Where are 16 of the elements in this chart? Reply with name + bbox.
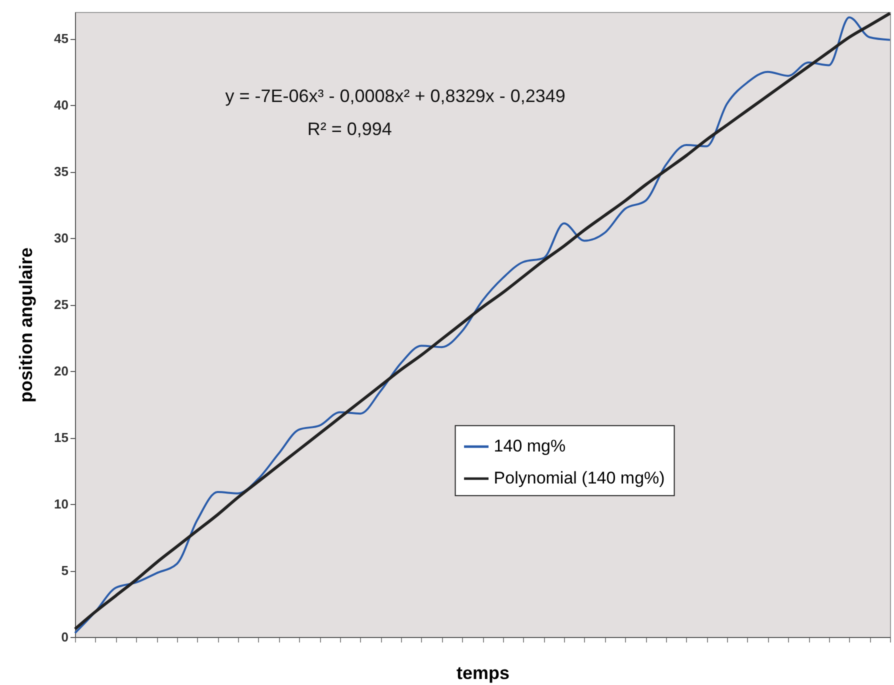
annotation: R² = 0,994	[307, 119, 392, 139]
y-tick-label: 10	[54, 496, 68, 512]
y-tick-label: 20	[54, 364, 68, 379]
annotation: y = -7E-06x³ - 0,0008x² + 0,8329x - 0,2349	[225, 86, 566, 106]
y-tick-label: 40	[54, 98, 68, 113]
y-tick-label: 30	[54, 230, 68, 246]
legend-label: 140 mg%	[494, 436, 566, 456]
y-axis-title: position angulaire	[16, 247, 36, 403]
x-axis-title: temps	[456, 663, 510, 683]
y-tick-label: 0	[61, 630, 68, 644]
y-tick-label: 25	[54, 297, 68, 312]
y-tick-label: 35	[54, 164, 68, 180]
legend-label: Polynomial (140 mg%)	[494, 468, 665, 488]
y-tick-label: 5	[61, 563, 68, 578]
y-tick-label: 15	[54, 430, 68, 446]
y-tick-label: 45	[54, 31, 68, 46]
